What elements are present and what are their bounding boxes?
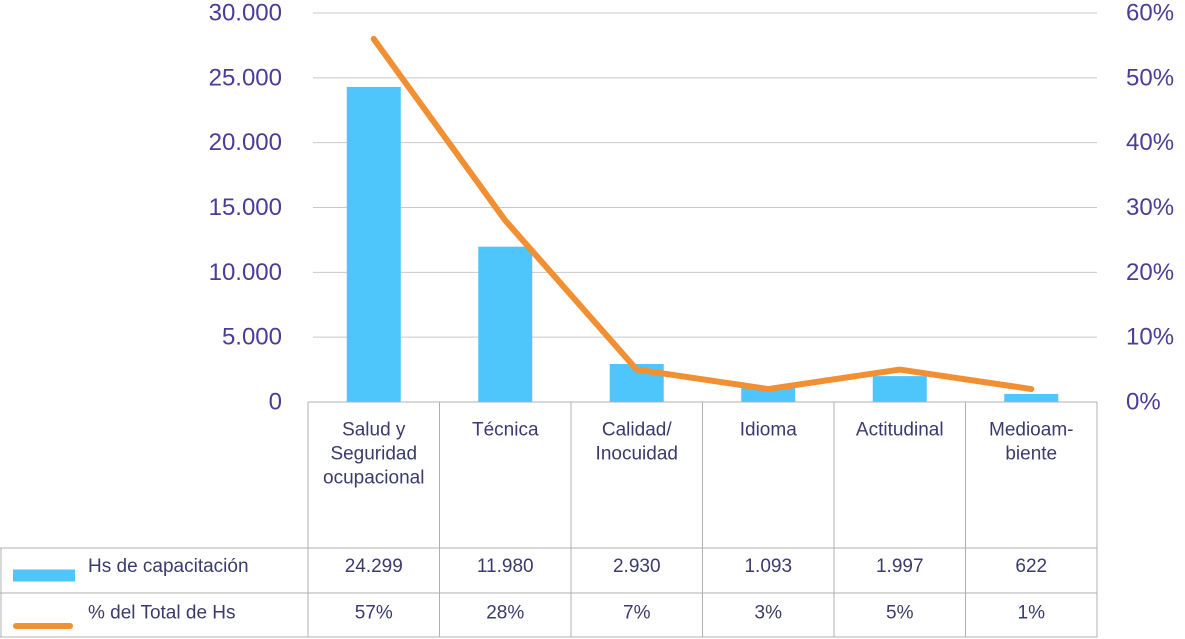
data-label: 57% (355, 603, 393, 624)
category-label: ocupacional (323, 468, 424, 489)
y-right-tick-label: 60% (1126, 0, 1174, 27)
bar (741, 387, 796, 402)
category-label: Idioma (740, 420, 797, 441)
bar (478, 246, 533, 402)
y-left-tick-label: 10.000 (209, 259, 282, 286)
data-label: 3% (755, 603, 783, 624)
y-right-tick-label: 50% (1126, 64, 1174, 91)
bar (346, 86, 401, 402)
y-right-tick-label: 30% (1126, 194, 1174, 221)
y-right-tick-label: 20% (1126, 259, 1174, 286)
data-label: 28% (486, 603, 524, 624)
category-label: Medioam- (989, 420, 1073, 441)
legend-bar-swatch (13, 569, 75, 582)
y-left-tick-label: 25.000 (209, 64, 282, 91)
legend-label: % del Total de Hs (88, 603, 236, 624)
y-right-tick-label: 40% (1126, 129, 1174, 156)
category-label: biente (1005, 444, 1057, 465)
category-label: Inocuidad (596, 444, 678, 465)
y-left-tick-label: 15.000 (209, 194, 282, 221)
category-label: Salud y (342, 420, 406, 441)
category-label: Seguridad (330, 444, 417, 465)
bar (1004, 393, 1059, 402)
y-right-tick-label: 0% (1126, 389, 1161, 416)
data-label: 24.299 (345, 556, 403, 577)
data-label: 1% (1018, 603, 1046, 624)
data-label: 11.980 (477, 556, 534, 577)
data-label: 5% (886, 603, 914, 624)
y-left-tick-label: 20.000 (209, 129, 282, 156)
y-right-tick-label: 10% (1126, 324, 1174, 351)
y-left-tick-label: 5.000 (222, 324, 282, 351)
data-label: 1.093 (744, 556, 792, 577)
category-label: Calidad/ (602, 420, 672, 441)
y-left-tick-label: 30.000 (209, 0, 282, 27)
data-label: 622 (1015, 556, 1047, 577)
legend-label: Hs de capacitación (88, 556, 249, 577)
y-left-tick-label: 0 (269, 389, 282, 416)
bar (872, 376, 927, 402)
data-label: 2.930 (613, 556, 661, 577)
data-label: 1.997 (876, 556, 924, 577)
category-label: Actitudinal (856, 420, 944, 441)
data-label: 7% (623, 603, 651, 624)
category-label: Técnica (472, 420, 539, 441)
series-line (370, 35, 1035, 393)
